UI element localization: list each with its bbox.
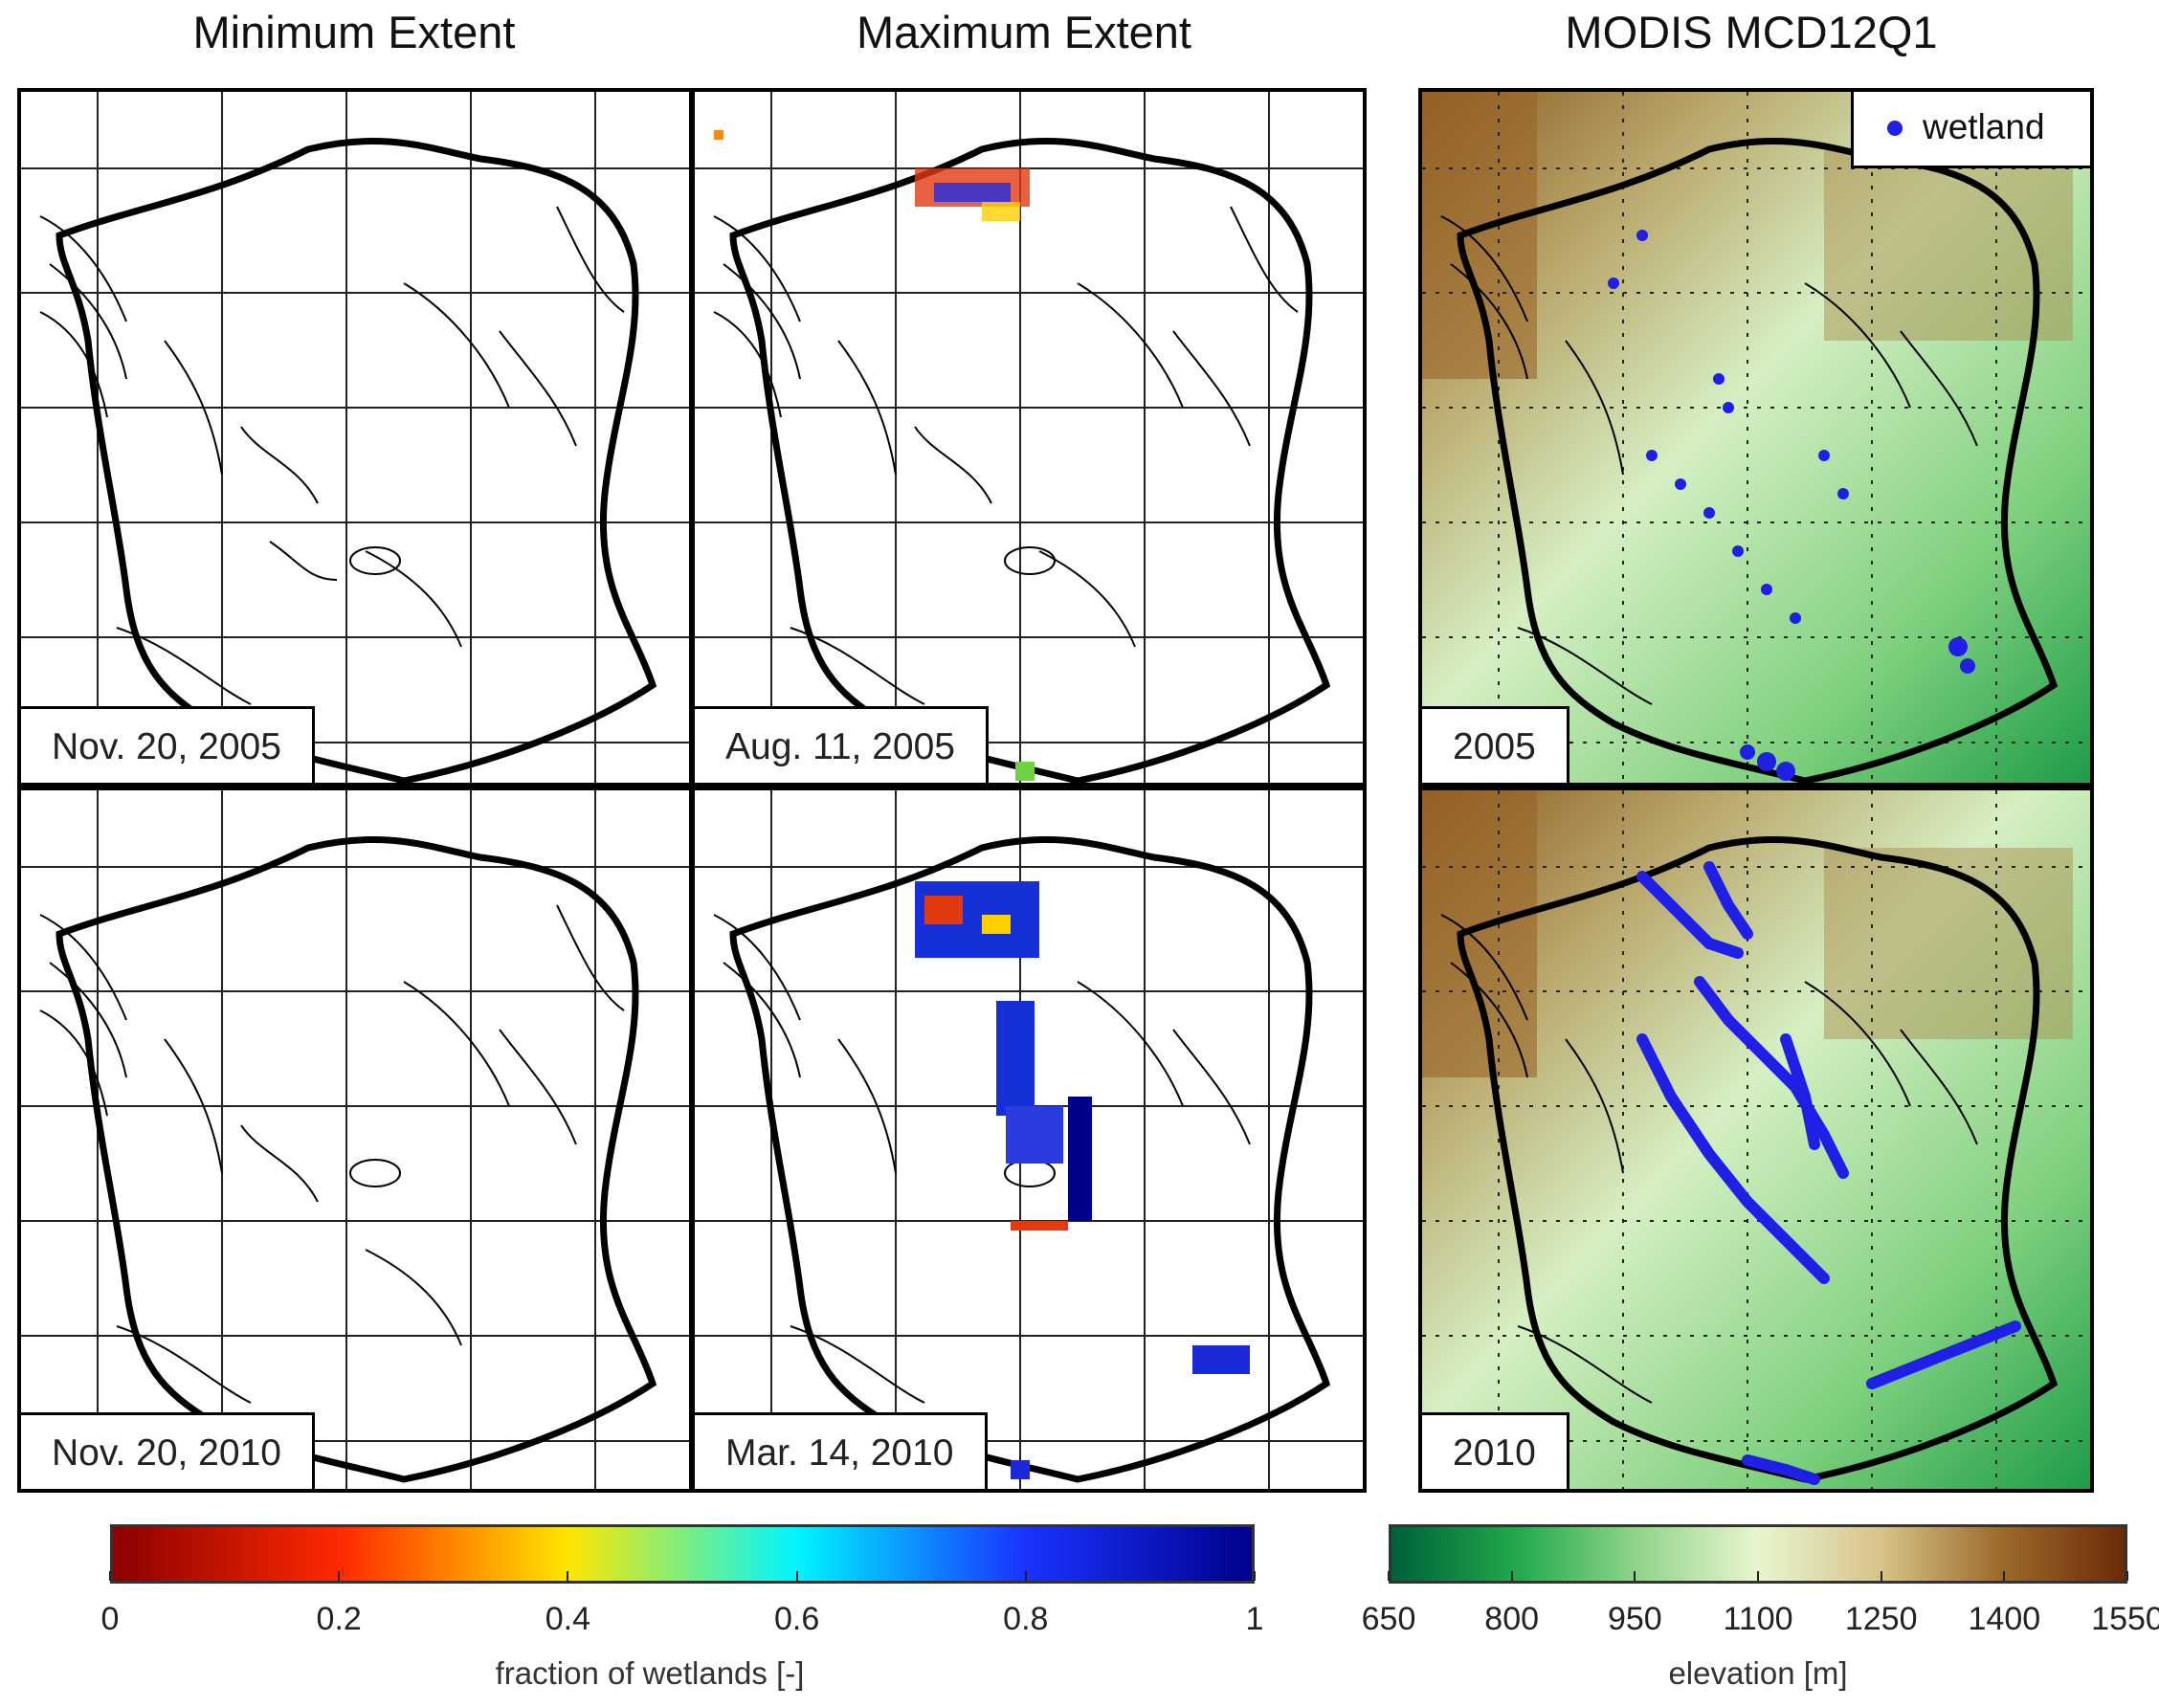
wetland-fraction-patches <box>714 130 1035 781</box>
elevation-tick-mark <box>1634 1571 1636 1581</box>
elevation-tick-label: 1550 <box>2091 1601 2159 1637</box>
map-panel-modis-2005: wetland 2005 <box>1418 88 2094 787</box>
contour-map <box>21 92 689 783</box>
fraction-tick-label: 0.4 <box>545 1601 591 1637</box>
legend-label: wetland <box>1923 107 2045 146</box>
contour-map <box>695 790 1363 1489</box>
elevation-tick-label: 950 <box>1607 1601 1662 1637</box>
elevation-tick-mark <box>1510 1571 1513 1581</box>
date-label: Nov. 20, 2005 <box>21 706 315 783</box>
wetland-dot-icon <box>1887 121 1903 136</box>
fraction-tick-mark <box>109 1571 111 1581</box>
date-label: Mar. 14, 2010 <box>695 1412 988 1489</box>
date-label: 2010 <box>1422 1412 1569 1489</box>
elevation-map <box>1422 92 2090 783</box>
map-panel-min-2010: Nov. 20, 2010 <box>17 787 693 1493</box>
title-modis: MODIS MCD12Q1 <box>1565 7 1938 57</box>
map-panel-max-2010: Mar. 14, 2010 <box>691 787 1367 1493</box>
map-panel-modis-2010: 2010 <box>1418 787 2094 1493</box>
fraction-tick-label: 1 <box>1245 1601 1264 1637</box>
fraction-tick-label: 0.6 <box>773 1601 820 1637</box>
wetland-points <box>1608 230 1975 781</box>
elevation-tick-label: 1250 <box>1844 1601 1918 1637</box>
contour-map <box>21 790 689 1489</box>
wetland-points <box>1636 861 2021 1485</box>
elevation-tick-mark <box>1757 1571 1759 1581</box>
elevation-tick-label: 1400 <box>1968 1601 2041 1637</box>
elevation-tick-mark <box>1880 1571 1882 1581</box>
fraction-colorbar-title: fraction of wetlands [-] <box>495 1655 805 1691</box>
elevation-tick-label: 800 <box>1484 1601 1540 1637</box>
date-label: Nov. 20, 2010 <box>21 1412 315 1489</box>
contour-map <box>695 92 1363 783</box>
fraction-tick-mark <box>1254 1571 1256 1581</box>
title-minimum-extent: Minimum Extent <box>192 7 516 57</box>
wetland-legend: wetland <box>1851 92 2090 168</box>
fraction-tick-label: 0.8 <box>1003 1601 1049 1637</box>
elevation-tick-mark <box>2126 1571 2128 1581</box>
elevation-map <box>1422 790 2090 1489</box>
fraction-tick-mark <box>338 1571 341 1581</box>
map-panel-min-2005: Nov. 20, 2005 <box>17 88 693 787</box>
title-maximum-extent: Maximum Extent <box>857 7 1191 57</box>
elevation-tick-mark <box>2003 1571 2006 1581</box>
fraction-tick-label: 0 <box>100 1601 120 1637</box>
elevation-colorbar-title: elevation [m] <box>1668 1655 1848 1691</box>
fraction-tick-mark <box>795 1571 798 1581</box>
fraction-tick-label: 0.2 <box>316 1601 362 1637</box>
map-panel-max-2005: Aug. 11, 2005 <box>691 88 1367 787</box>
date-label: 2005 <box>1422 706 1569 783</box>
date-label: Aug. 11, 2005 <box>695 706 989 783</box>
wetland-fraction-patches <box>915 881 1250 1479</box>
elevation-tick-mark <box>1388 1571 1390 1581</box>
fraction-colorbar <box>110 1524 1255 1584</box>
fraction-tick-mark <box>1024 1571 1027 1581</box>
fraction-tick-mark <box>567 1571 569 1581</box>
elevation-tick-label: 650 <box>1361 1601 1416 1637</box>
elevation-tick-label: 1100 <box>1723 1601 1793 1637</box>
